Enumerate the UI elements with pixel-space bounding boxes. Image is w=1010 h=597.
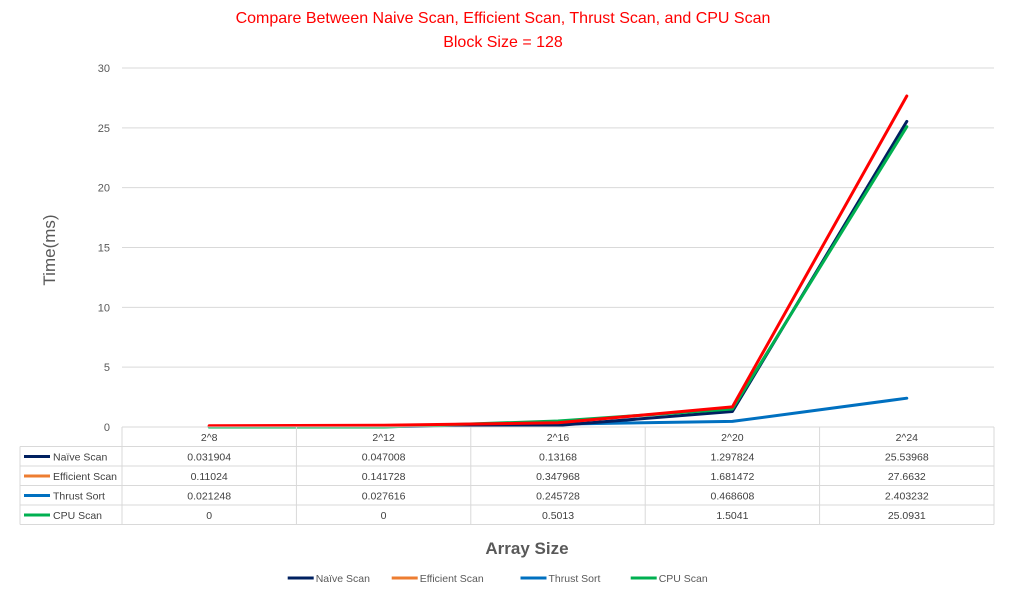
y-tick-label: 0 (104, 422, 110, 434)
legend-label: CPU Scan (659, 573, 708, 585)
table-cell-value: 0.347968 (536, 471, 580, 483)
table-cell-value: 0.027616 (362, 491, 406, 503)
table-cell-value: 0.031904 (187, 452, 231, 464)
legend-label: Thrust Sort (549, 573, 601, 585)
table-cell-value: 0.141728 (362, 471, 406, 483)
table-cell-value: 0 (381, 510, 387, 522)
table-cell-value: 1.5041 (716, 510, 748, 522)
table-series-name: Efficient Scan (53, 471, 117, 483)
table-cell-value: 1.681472 (711, 471, 755, 483)
x-axis-label: Array Size (485, 539, 568, 558)
y-tick-label: 5 (104, 362, 110, 374)
y-tick-label: 30 (98, 63, 110, 75)
x-tick-label: 2^8 (201, 432, 218, 444)
table-series-name: CPU Scan (53, 510, 102, 522)
series-line (207, 94, 909, 428)
x-tick-label: 2^12 (372, 432, 395, 444)
table-cell-value: 0.5013 (542, 510, 574, 522)
table-cell-value: 0.13168 (539, 452, 577, 464)
y-axis-label: Time(ms) (40, 214, 59, 285)
legend: Naïve Scan Efficient Scan Thrust Sort CPU S… (287, 573, 708, 585)
chart-subtitle: Block Size = 128 (443, 34, 563, 51)
x-tick-label: 2^20 (721, 432, 744, 444)
table-cell-value: 0.021248 (187, 491, 231, 503)
data-table: 2^8 2^12 2^16 2^20 2^24 Naïve Scan 0.031904 0.0… (19, 426, 995, 525)
x-tick-label: 2^24 (896, 432, 919, 444)
legend-label: Naïve Scan (316, 573, 370, 585)
table-cell-value: 25.0931 (888, 510, 926, 522)
y-tick-label: 25 (98, 123, 110, 135)
y-tick-label: 15 (98, 243, 110, 255)
table-cell-value: 27.6632 (888, 471, 926, 483)
table-cell-value: 0 (206, 510, 212, 522)
table-series-name: Thrust Sort (53, 491, 105, 503)
table-cell-value: 0.047008 (362, 452, 406, 464)
table-cell-value: 25.53968 (885, 452, 929, 464)
table-cell-value: 0.245728 (536, 491, 580, 503)
y-tick-label: 10 (98, 302, 110, 314)
table-cell-value: 0.11024 (191, 471, 228, 483)
chart-title: Compare Between Naive Scan, Efficient Sc… (236, 10, 771, 27)
x-tick-label: 2^16 (547, 432, 570, 444)
table-cell-value: 2.403232 (885, 491, 929, 503)
gridlines (122, 67, 994, 428)
legend-label: Efficient Scan (420, 573, 484, 585)
table-series-name: Naïve Scan (53, 452, 107, 464)
table-cell-value: 0.468608 (711, 491, 755, 503)
table-cell-value: 1.297824 (711, 452, 755, 464)
y-axis-ticks: 0 5 10 15 20 25 30 (98, 63, 110, 434)
y-tick-label: 20 (98, 183, 110, 195)
